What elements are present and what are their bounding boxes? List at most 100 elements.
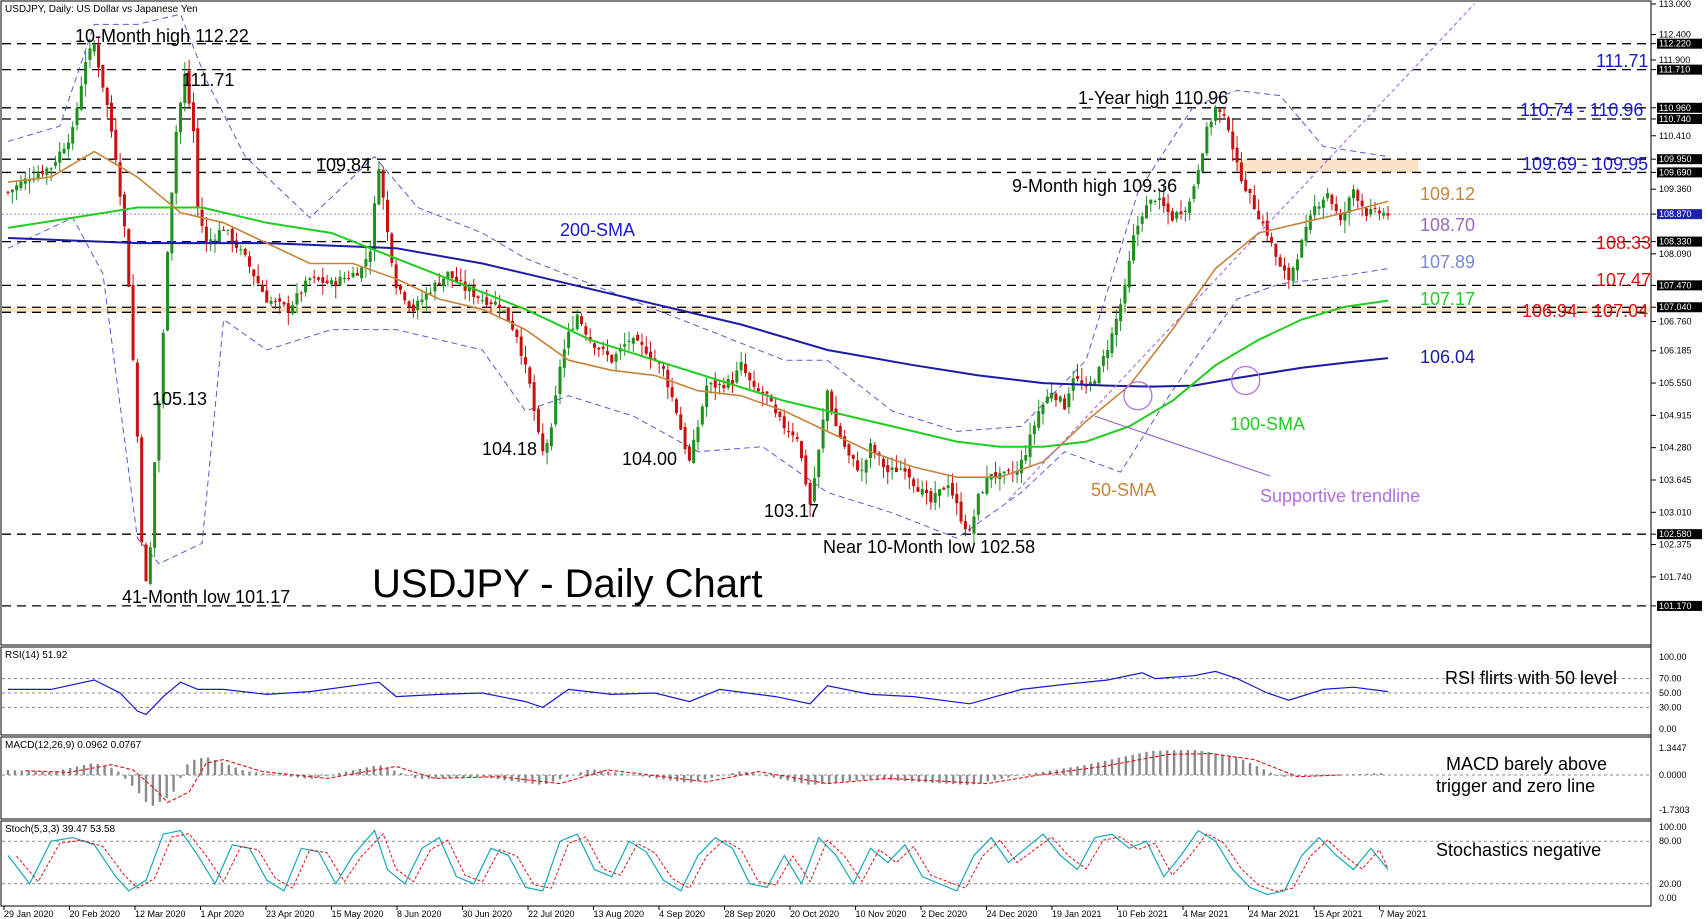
candle-body xyxy=(1382,212,1386,216)
candle-body xyxy=(1097,366,1101,384)
candle-body xyxy=(1153,200,1157,202)
level-107-47: 107.47 xyxy=(1596,270,1651,290)
candle-body xyxy=(657,362,661,364)
candle-body xyxy=(666,369,670,388)
candle-body xyxy=(1369,208,1373,215)
candle-body xyxy=(269,300,273,304)
candle-body xyxy=(748,372,752,381)
candle-body xyxy=(476,296,480,298)
candle-body xyxy=(912,479,916,487)
price-tick-label: 103.645 xyxy=(1659,475,1692,485)
date-tick-label: 10 Nov 2020 xyxy=(856,909,907,919)
candle-body xyxy=(161,332,165,405)
level-107-89: 107.89 xyxy=(1420,252,1475,272)
candle-body xyxy=(1088,382,1092,385)
candle-body xyxy=(1308,215,1312,230)
candle-body xyxy=(981,492,985,494)
price-tick-label: 106.760 xyxy=(1659,316,1692,326)
candle-body xyxy=(230,228,234,243)
price-tick-label: 111.900 xyxy=(1659,55,1690,65)
candle-body xyxy=(1244,179,1248,192)
candle-body xyxy=(644,346,648,354)
macd-tick-label: 1.3447 xyxy=(1659,743,1687,753)
candle-body xyxy=(493,301,497,305)
candle-body xyxy=(153,462,157,548)
label-trendline: Supportive trendline xyxy=(1260,486,1420,506)
date-tick-label: 30 Jun 2020 xyxy=(463,909,513,919)
candle-body xyxy=(1218,109,1222,112)
candle-body xyxy=(1093,381,1097,385)
candle-body xyxy=(937,489,942,496)
price-tick-label: 106.185 xyxy=(1659,346,1692,356)
candle-body xyxy=(312,276,316,278)
date-tick-label: 20 Oct 2020 xyxy=(790,909,839,919)
candle-body xyxy=(709,382,713,385)
tick-box xyxy=(1657,209,1702,220)
candle-body xyxy=(407,301,411,307)
price-tick-label: 103.010 xyxy=(1659,507,1692,517)
candle-body xyxy=(166,252,170,331)
level-109-12: 109.12 xyxy=(1420,184,1475,204)
candle-body xyxy=(765,391,769,394)
candle-body xyxy=(1386,213,1390,216)
macd-note-1: MACD barely above xyxy=(1446,754,1607,774)
macd-layer: 1.3447 0.0000 -1.7303 xyxy=(2,743,1690,815)
candle-body xyxy=(485,297,489,305)
candle-body xyxy=(584,326,588,335)
stoch-d-line xyxy=(16,832,1389,892)
candle-body xyxy=(148,547,152,584)
candle-body xyxy=(498,304,502,308)
candle-body xyxy=(705,385,709,408)
date-tick-label: 28 Sep 2020 xyxy=(725,909,776,919)
candle-body xyxy=(1162,197,1166,207)
candle-body xyxy=(1351,189,1356,199)
candle-body xyxy=(847,444,851,456)
candle-body xyxy=(1110,333,1114,353)
candle-body xyxy=(140,437,144,543)
candle-body xyxy=(1205,126,1209,154)
candle-body xyxy=(782,416,786,429)
stoch-tick-label: 20.00 xyxy=(1659,879,1682,889)
candle-body xyxy=(1170,211,1174,221)
price-tick-label: 108.330 xyxy=(1659,237,1692,247)
candle-body xyxy=(105,87,109,105)
candle-body xyxy=(523,357,528,365)
candle-body xyxy=(1119,304,1123,322)
candle-body xyxy=(1041,404,1045,415)
candle-body xyxy=(222,230,226,232)
candle-body xyxy=(1300,239,1304,258)
candle-body xyxy=(838,425,842,438)
price-tick-label: 109.950 xyxy=(1659,154,1692,164)
candle-body xyxy=(674,399,678,413)
macd-tick-label: -1.7303 xyxy=(1659,805,1690,815)
candle-body xyxy=(433,282,437,292)
tick-box xyxy=(1657,600,1702,611)
candle-body xyxy=(821,419,825,449)
candle-body xyxy=(916,487,920,492)
price-tick-label: 112.400 xyxy=(1659,30,1691,40)
candle-body xyxy=(631,337,635,344)
rsi-header: RSI(14) 51.92 xyxy=(5,650,68,661)
candle-body xyxy=(450,271,454,279)
candle-body xyxy=(860,469,864,471)
candle-body xyxy=(295,293,299,305)
date-tick-label: 4 Sep 2020 xyxy=(659,909,705,919)
candle-body xyxy=(28,179,32,182)
candle-body xyxy=(1019,459,1023,474)
candle-body xyxy=(756,388,760,392)
candle-body xyxy=(23,178,27,184)
candle-body xyxy=(381,169,385,198)
candle-body xyxy=(873,444,877,454)
candle-body xyxy=(825,390,829,422)
candle-body xyxy=(325,280,329,284)
candle-body xyxy=(856,460,860,471)
label-50-sma: 50-SMA xyxy=(1091,480,1156,500)
horizontal-levels xyxy=(2,43,1650,607)
sma-cross-circle xyxy=(1231,365,1261,396)
candle-body xyxy=(239,249,243,251)
candle-body xyxy=(368,251,372,263)
stoch-layer: 100.00 80.00 20.00 0.00 xyxy=(2,822,1687,903)
candle-body xyxy=(649,351,653,359)
candle-body xyxy=(144,544,148,582)
